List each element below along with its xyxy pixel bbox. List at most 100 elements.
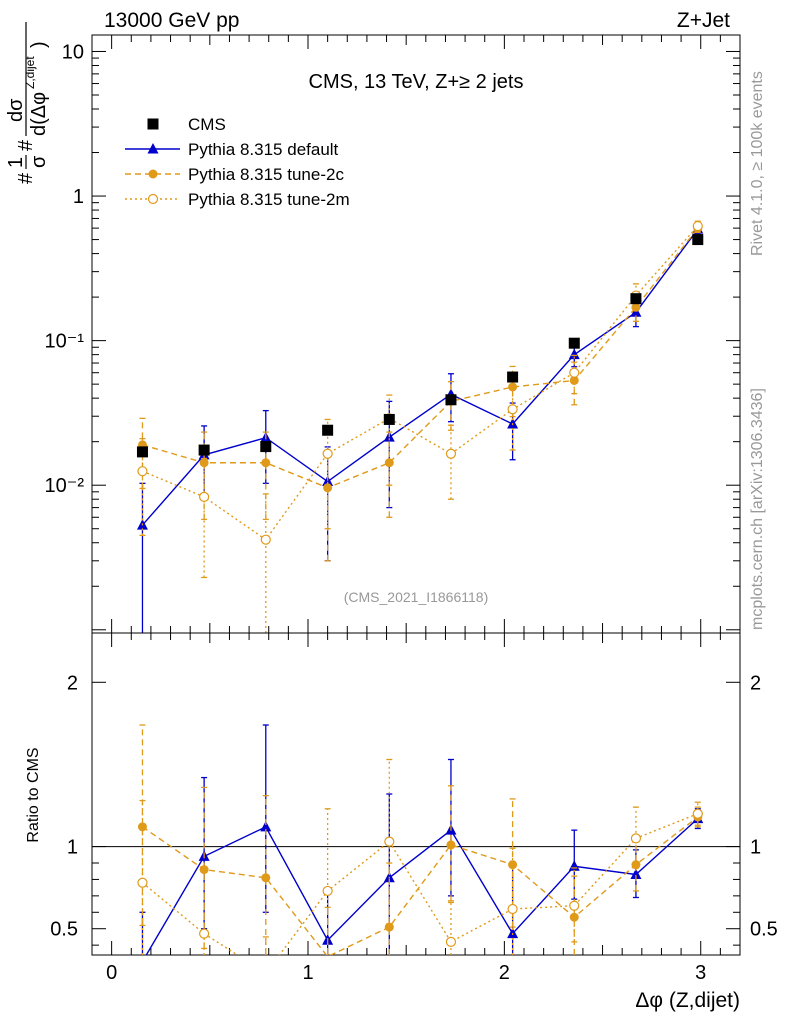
legend-label: CMS: [188, 115, 226, 134]
ratio-data-point: [569, 912, 579, 922]
data-point: [507, 404, 518, 415]
main-y-tick-label: 10⁻²: [45, 475, 85, 497]
analysis-watermark: (CMS_2021_I1866118): [344, 589, 489, 605]
data-point: [199, 491, 210, 503]
main-y-axis-label: # 1 σ # dσ d(Δφ Z,dijet ): [5, 22, 50, 184]
main-y-tick-label: 10⁻¹: [45, 331, 85, 353]
rivet-version-label: Rivet 4.1.0, ≥ 100k events: [749, 71, 766, 256]
header-process-label: Z+Jet: [677, 9, 730, 32]
header-energy-label: 13000 GeV pp: [104, 9, 239, 32]
x-tick-label: 3: [695, 962, 706, 984]
data-point: [261, 458, 271, 468]
ratio-data-point: [199, 865, 209, 875]
main-y-tick-label: 10: [62, 41, 84, 63]
legend-label: Pythia 8.315 tune-2c: [188, 165, 344, 184]
data-point: [137, 466, 148, 477]
ratio-tick-labels: 0.5 0.5 1 1 2 2 0 1 2 3: [50, 672, 778, 984]
series-pythia-8-315-tune-2m: [137, 220, 703, 633]
series-line: [142, 227, 699, 489]
legend-marker: [147, 143, 159, 154]
ratio-data-point: [261, 873, 271, 883]
svg-text:): ): [28, 41, 50, 48]
ratio-data-point: [692, 808, 703, 819]
legend-marker: [147, 193, 159, 205]
data-point: [508, 382, 518, 392]
data-point: [260, 534, 271, 545]
data-point: [260, 441, 272, 453]
series-line: [141, 228, 699, 526]
ratio-data-point: [137, 822, 147, 832]
ratio-data-point: [199, 928, 210, 939]
x-tick-label: 0: [106, 962, 117, 984]
main-panel: 10⁻² 10⁻¹ 1 10 CMS, 13 TeV, Z+≥ 2 jets (CMS…: [45, 34, 741, 634]
legend-marker: [147, 118, 159, 130]
data-point: [568, 337, 580, 349]
data-point: [569, 375, 579, 385]
legend-label: Pythia 8.315 tune-2m: [188, 190, 350, 209]
ratio-y-tick-label-left: 2: [67, 672, 78, 694]
ratio-series-pythia-8-315-tune-2c: [137, 724, 703, 955]
legend-marker: [148, 169, 158, 179]
series-pythia-8-315-tune-2c: [137, 222, 703, 562]
ratio-axis-ticks: [92, 633, 741, 955]
x-tick-label: 1: [302, 962, 313, 984]
ratio-data-point: [630, 868, 642, 879]
data-point: [568, 348, 580, 360]
ratio-y-tick-label-left: 1: [67, 837, 78, 859]
data-point: [136, 446, 148, 458]
ratio-data-point: [384, 922, 394, 932]
ratio-y-tick-label-right: 1: [750, 837, 761, 859]
main-y-tick-label: 1: [73, 186, 84, 208]
mcplots-label: mcplots.cern.ch [arXiv:1306.3436]: [749, 388, 766, 630]
data-point: [445, 448, 457, 459]
svg-text:dσ: dσ: [5, 98, 27, 122]
data-point: [384, 458, 394, 468]
data-point: [692, 220, 703, 232]
ratio-y-tick-label-right: 0.5: [750, 919, 778, 941]
ratio-data-point: [569, 900, 580, 911]
ratio-data-point: [260, 820, 272, 832]
series-cms: [136, 234, 704, 458]
x-axis-label: Δφ (Z,dijet): [635, 989, 740, 1012]
chart-title: CMS, 13 TeV, Z+≥ 2 jets: [309, 71, 524, 93]
ratio-data-point: [137, 877, 148, 888]
data-point: [322, 424, 334, 436]
data-point: [199, 458, 209, 468]
series-pythia-8-315-default: [136, 223, 704, 633]
ratio-series-line: [142, 816, 699, 955]
data-point: [198, 444, 210, 456]
data-point: [445, 394, 457, 406]
ratio-series-line: [142, 813, 699, 955]
ratio-data-point: [631, 860, 641, 870]
data-point: [630, 293, 642, 305]
svg-text:d(Δφ: d(Δφ: [28, 92, 50, 136]
ratio-y-tick-label-right: 2: [750, 672, 761, 694]
ratio-data-point: [446, 840, 456, 850]
svg-text:1: 1: [5, 157, 27, 168]
svg-text:σ: σ: [28, 155, 50, 168]
data-point: [383, 413, 395, 425]
ratio-series-group: [137, 724, 704, 955]
legend-label: Pythia 8.315 default: [188, 140, 339, 159]
main-axis-ticks: [92, 35, 741, 633]
ratio-data-point: [445, 936, 457, 947]
ratio-data-point: [384, 836, 395, 847]
main-y-tick-labels: 10⁻² 10⁻¹ 1 10: [45, 41, 85, 497]
svg-text:Z,dijet: Z,dijet: [23, 56, 37, 89]
ratio-y-axis-label: Ratio to CMS: [25, 747, 42, 842]
ratio-data-point: [322, 885, 333, 897]
x-tick-label: 2: [499, 962, 510, 984]
svg-text:#: #: [15, 139, 37, 151]
ratio-data-point: [630, 833, 642, 844]
data-point: [692, 234, 704, 246]
ratio-data-point: [507, 927, 519, 939]
ratio-data-point: [568, 860, 580, 871]
data-point: [507, 371, 519, 383]
ratio-series-pythia-8-315-tune-2m: [137, 758, 703, 955]
ratio-y-tick-label-left: 0.5: [50, 919, 78, 941]
legend: CMS Pythia 8.315 default Pythia 8.315 tune…: [125, 115, 350, 209]
ratio-frame: [91, 632, 741, 956]
series-line: [142, 225, 699, 541]
ratio-series-pythia-8-315-default: [139, 724, 704, 955]
